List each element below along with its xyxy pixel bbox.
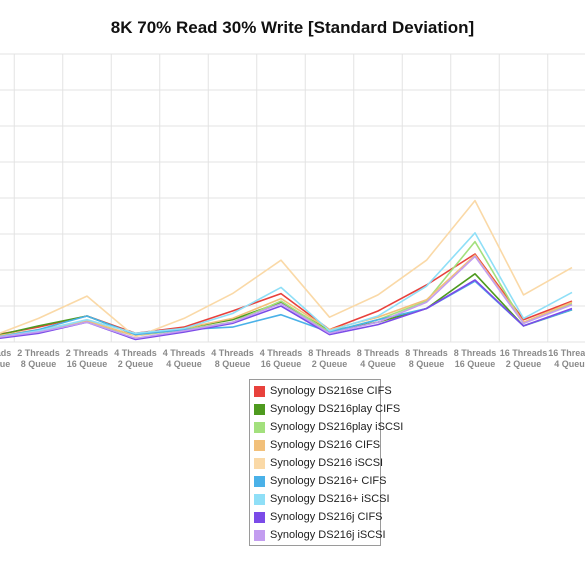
x-tick-label: 8 Threads 16 Queue (454, 348, 497, 369)
series-line-8 (0, 279, 573, 341)
x-tick-label: 4 Threads 4 Queue (163, 348, 206, 369)
series-line-9 (0, 255, 573, 340)
legend-item: Synology DS216play iSCSI (254, 418, 403, 436)
x-tick-label: 4 Threads 2 Queue (114, 348, 157, 369)
x-tick-label: 1 Threads32 Queue (0, 348, 11, 369)
x-tick-label: 8 Threads 8 Queue (405, 348, 448, 369)
legend-item: Synology DS216j iSCSI (254, 526, 386, 544)
legend-swatch (254, 511, 265, 523)
legend-label: Synology DS216play CIFS (270, 403, 401, 415)
legend-label: Synology DS216j CIFS (270, 511, 383, 523)
x-tick-label: 8 Threads 2 Queue (308, 348, 351, 369)
legend-swatch (254, 529, 265, 541)
legend-swatch (254, 385, 265, 397)
legend-label: Synology DS216play iSCSI (270, 421, 404, 433)
x-tick-label: 2 Threads 8 Queue (17, 348, 60, 369)
legend-swatch (254, 439, 265, 451)
x-tick-label: 4 Threads 16 Queue (260, 348, 303, 369)
x-tick-label: 2 Threads 16 Queue (66, 348, 109, 369)
chart-title: 8K 70% Read 30% Write [Standard Deviatio… (110, 18, 475, 37)
series-line-5 (0, 199, 573, 338)
legend-item: Synology DS216+ iSCSI (254, 490, 390, 508)
legend-swatch (254, 475, 265, 487)
legend-label: Synology DS216 CIFS (270, 439, 381, 451)
legend-swatch (254, 421, 265, 433)
series-line-6 (0, 280, 573, 338)
legend-swatch (254, 457, 265, 469)
x-tick-label: 8 Threads 4 Queue (357, 348, 400, 369)
legend-item: Synology DS216se CIFS (254, 382, 392, 400)
x-tick-label: 4 Threads 8 Queue (211, 348, 254, 369)
chart-grid (0, 53, 585, 343)
chart-legend: Synology DS216se CIFS Synology DS216play … (249, 379, 403, 546)
series-line-2 (0, 272, 573, 336)
legend-label: Synology DS216 iSCSI (270, 457, 384, 469)
legend-item: Synology DS216play CIFS (254, 400, 400, 418)
legend-label: Synology DS216se CIFS (270, 385, 392, 397)
legend-swatch (254, 403, 265, 415)
legend-label: Synology DS216j iSCSI (270, 529, 386, 541)
series-line-4 (0, 254, 573, 337)
chart-series-lines (0, 199, 573, 341)
legend-label: Synology DS216+ CIFS (270, 475, 387, 487)
legend-item: Synology DS216+ CIFS (254, 472, 386, 490)
legend-swatch (254, 493, 265, 505)
legend-item: Synology DS216 CIFS (254, 436, 380, 454)
legend-label: Synology DS216+ iSCSI (270, 493, 390, 505)
series-line-7 (0, 232, 573, 338)
legend-item: Synology DS216 iSCSI (254, 454, 384, 472)
x-tick-label: 16 Threads 2 Queue (500, 348, 548, 369)
legend-item: Synology DS216j CIFS (254, 508, 383, 526)
